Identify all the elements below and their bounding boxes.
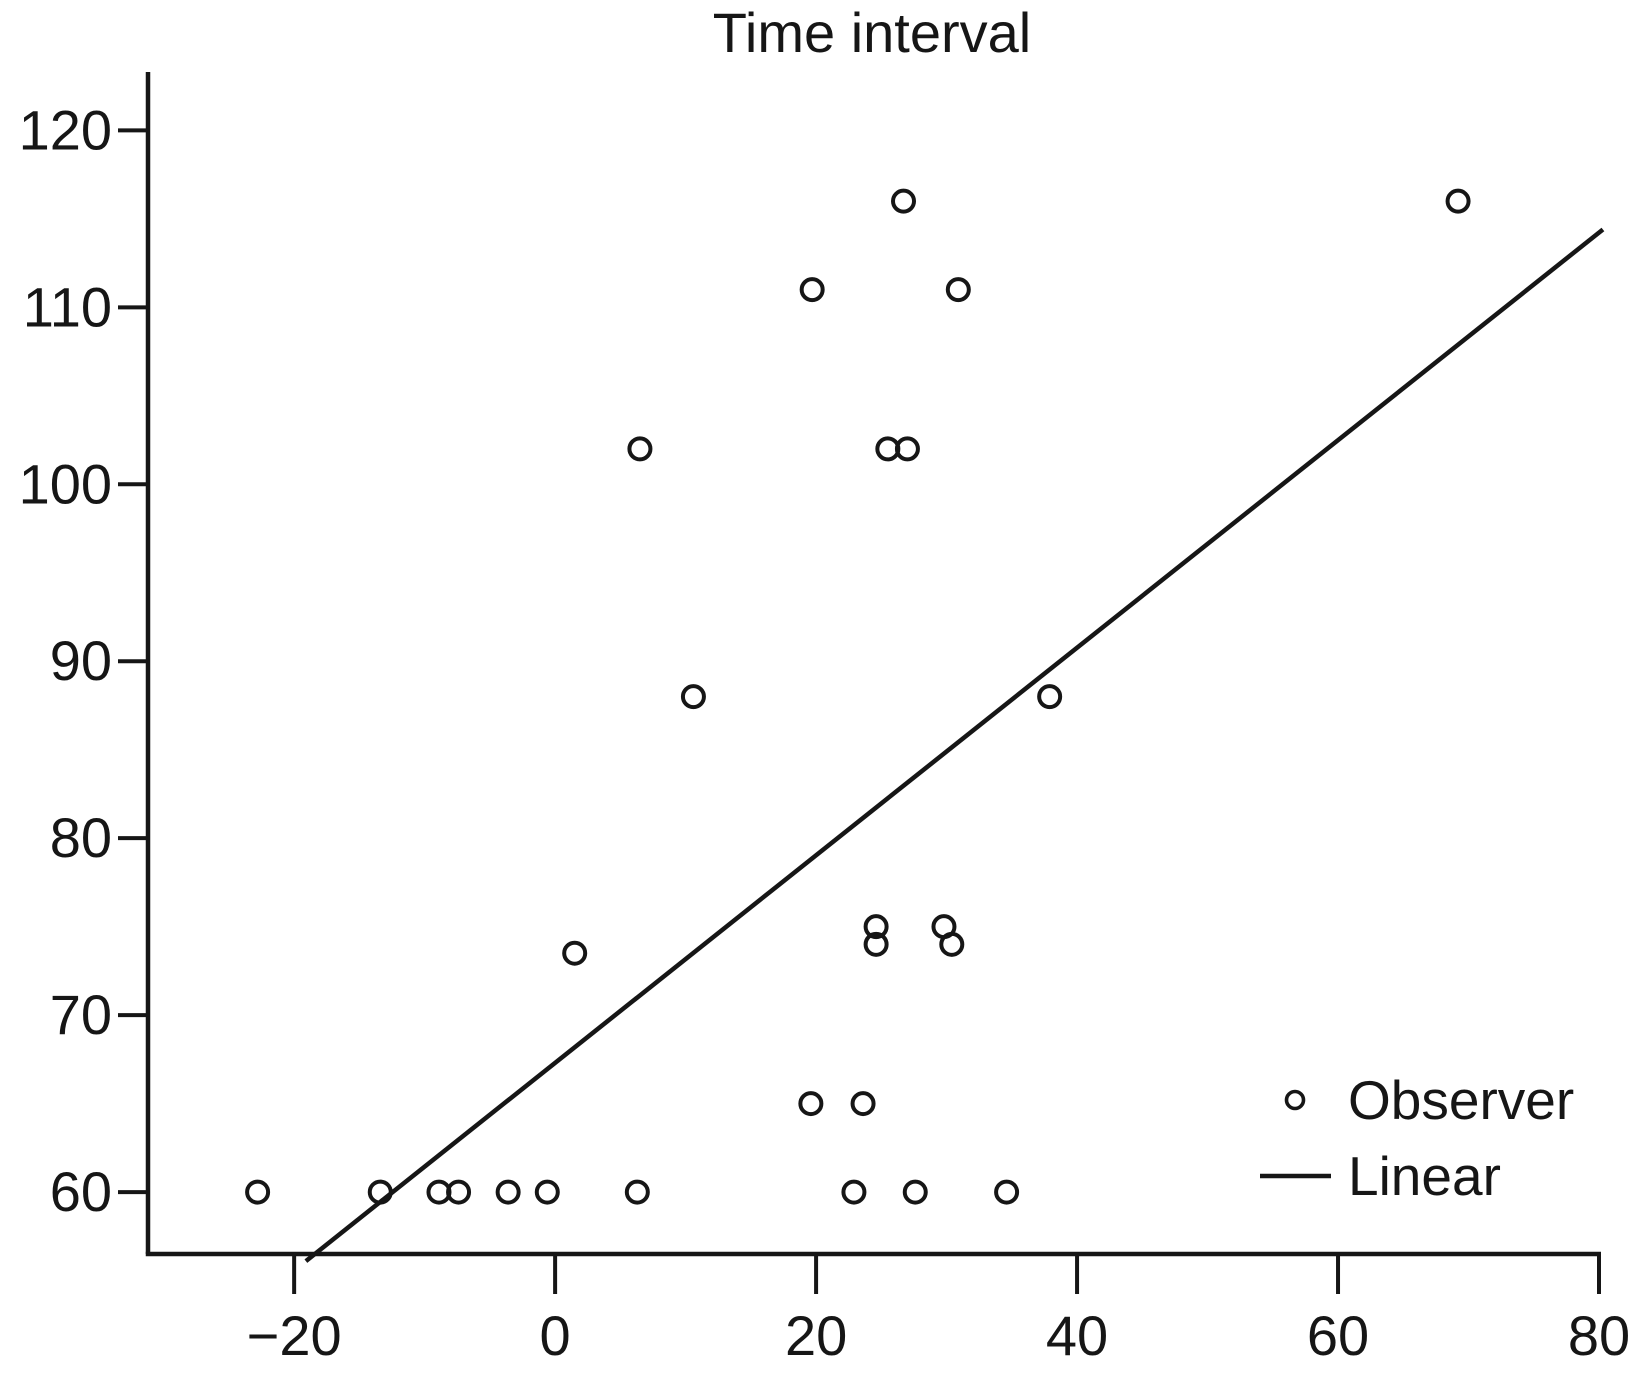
data-point (945, 277, 971, 303)
chart-title: Time interval (713, 1, 1031, 64)
x-tick-label: 60 (1307, 1304, 1369, 1367)
legend-linear-label: Linear (1348, 1145, 1501, 1207)
y-tick-label: 70 (50, 983, 112, 1046)
data-point (624, 1179, 650, 1205)
data-point (680, 684, 706, 710)
y-tick-label: 120 (19, 98, 112, 161)
legend: Observer Linear (1260, 1069, 1574, 1207)
data-point (1445, 188, 1471, 214)
axes (118, 72, 1601, 1294)
data-points (245, 188, 1471, 1205)
y-tick-label: 60 (50, 1160, 112, 1223)
regression-line (304, 227, 1605, 1263)
data-point (562, 940, 588, 966)
data-point (627, 436, 653, 462)
data-point (446, 1179, 472, 1205)
regression-line-group (304, 227, 1605, 1263)
data-point (495, 1179, 521, 1205)
data-point (841, 1179, 867, 1205)
x-tick-label: 40 (1046, 1304, 1108, 1367)
x-tick-label: 20 (785, 1304, 847, 1367)
data-point (863, 914, 889, 940)
x-tick-label: 0 (540, 1304, 571, 1367)
data-point (891, 188, 917, 214)
y-tick-label: 100 (19, 452, 112, 515)
y-tick-label: 110 (23, 275, 112, 338)
y-tick-label: 80 (50, 806, 112, 869)
x-tick-label: 80 (1568, 1304, 1630, 1367)
data-point (894, 436, 920, 462)
tick-labels: 60 70 80 90 100 110 120 −20 0 20 40 60 80 (19, 98, 1631, 1367)
legend-observer-label: Observer (1348, 1069, 1574, 1131)
data-point (534, 1179, 560, 1205)
data-point (994, 1179, 1020, 1205)
data-point (799, 277, 825, 303)
data-point (850, 1091, 876, 1117)
data-point (863, 931, 889, 957)
y-tick-label: 90 (50, 629, 112, 692)
data-point (902, 1179, 928, 1205)
legend-observer-marker-icon (1284, 1089, 1306, 1111)
data-point (931, 914, 957, 940)
data-point (1037, 684, 1063, 710)
x-tick-label: −20 (247, 1304, 342, 1367)
data-point (798, 1091, 824, 1117)
data-point (245, 1179, 271, 1205)
